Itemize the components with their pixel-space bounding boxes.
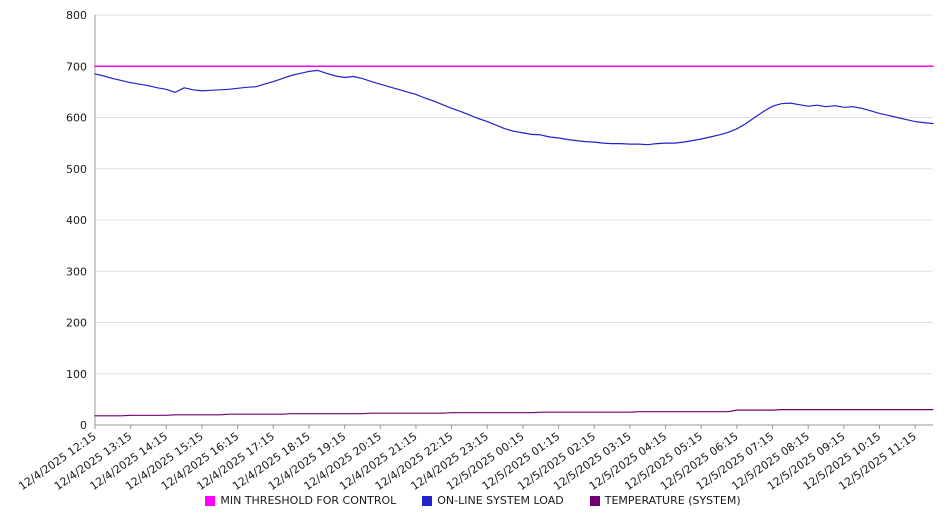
- y-axis-label: 0: [80, 419, 87, 432]
- y-axis-label: 400: [66, 214, 87, 227]
- legend-item-load: ON-LINE SYSTEM LOAD: [422, 494, 564, 507]
- legend-swatch-temperature: [589, 495, 600, 506]
- legend-item-threshold: MIN THRESHOLD FOR CONTROL: [205, 494, 396, 507]
- legend-label-load: ON-LINE SYSTEM LOAD: [437, 494, 564, 507]
- y-axis-label: 100: [66, 368, 87, 381]
- y-axis-label: 200: [66, 317, 87, 330]
- legend-label-threshold: MIN THRESHOLD FOR CONTROL: [220, 494, 397, 507]
- y-axis-label: 500: [66, 163, 87, 176]
- temperature-series-line: [94, 409, 934, 417]
- chart-legend: MIN THRESHOLD FOR CONTROL ON-LINE SYSTEM …: [0, 494, 946, 507]
- legend-swatch-load: [422, 495, 433, 506]
- legend-swatch-threshold: [205, 495, 216, 506]
- y-axis-label: 300: [66, 265, 87, 278]
- legend-label-temperature: TEMPERATURE (SYSTEM): [604, 494, 741, 507]
- y-axis-label: 600: [66, 112, 87, 125]
- y-axis-label: 800: [66, 9, 87, 22]
- y-axis-label: 700: [66, 60, 87, 73]
- load-series-line: [94, 69, 934, 146]
- legend-item-temperature: TEMPERATURE (SYSTEM): [589, 494, 741, 507]
